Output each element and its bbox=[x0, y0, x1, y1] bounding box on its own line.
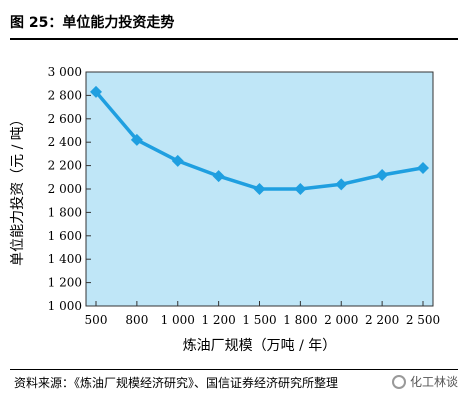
data-point bbox=[90, 85, 102, 98]
data-point bbox=[376, 168, 389, 181]
y-tick-label: 1 400 bbox=[48, 252, 82, 266]
data-point bbox=[294, 183, 307, 195]
y-tick-label: 1 600 bbox=[48, 229, 82, 243]
data-point bbox=[130, 133, 143, 146]
y-axis-label: 单位能力投资（元 / 吨） bbox=[10, 112, 26, 266]
y-tick-label: 1 800 bbox=[48, 205, 82, 219]
y-tick-label: 2 400 bbox=[48, 135, 82, 149]
x-tick-label: 500 bbox=[85, 313, 108, 327]
watermark-text: 化工林谈 bbox=[409, 375, 458, 389]
line-chart: 1 000 1 200 1 400 1 600 1 800 2 000 2 200 2 400… bbox=[10, 65, 440, 354]
y-tick-label: 2 200 bbox=[48, 159, 82, 173]
source-rule bbox=[10, 369, 458, 370]
figure-title: 图 25：单位能力投资走势 bbox=[10, 15, 175, 31]
data-point bbox=[212, 170, 225, 183]
x-axis-label: 炼油厂规模（万吨 / 年） bbox=[183, 338, 337, 354]
wechat-icon bbox=[391, 374, 406, 389]
x-tick-label: 2 500 bbox=[406, 313, 440, 327]
x-tick-label: 2 000 bbox=[324, 313, 358, 327]
x-tick-label: 1 500 bbox=[242, 313, 276, 327]
title-rule bbox=[10, 38, 458, 40]
y-tick-label: 2 000 bbox=[48, 182, 82, 196]
x-tick-label: 1 800 bbox=[283, 313, 317, 327]
y-tick-label: 1 200 bbox=[48, 276, 82, 290]
y-tick-label: 3 000 bbox=[48, 65, 82, 79]
data-point bbox=[171, 154, 184, 167]
series-markers bbox=[90, 85, 429, 195]
x-tick-label: 2 200 bbox=[365, 313, 399, 327]
x-axis: 500 800 1 000 1 200 1 500 1 800 2 000 2 200 2 50… bbox=[85, 301, 440, 327]
x-tick-label: 1 200 bbox=[201, 313, 235, 327]
y-tick-label: 2 600 bbox=[48, 112, 82, 126]
data-point bbox=[335, 178, 348, 191]
y-tick-label: 2 800 bbox=[48, 88, 82, 102]
x-tick-label: 800 bbox=[125, 313, 148, 327]
x-tick-label: 1 000 bbox=[161, 313, 195, 327]
y-axis: 1 000 1 200 1 400 1 600 1 800 2 000 2 200 2 400… bbox=[48, 65, 91, 313]
watermark: 化工林谈 bbox=[387, 373, 458, 390]
data-point bbox=[253, 183, 266, 195]
y-tick-label: 1 000 bbox=[48, 299, 82, 313]
data-point bbox=[417, 161, 429, 174]
source-note: 资料来源：《炼油厂规模经济研究》、国信证券经济研究所整理 bbox=[14, 376, 339, 390]
